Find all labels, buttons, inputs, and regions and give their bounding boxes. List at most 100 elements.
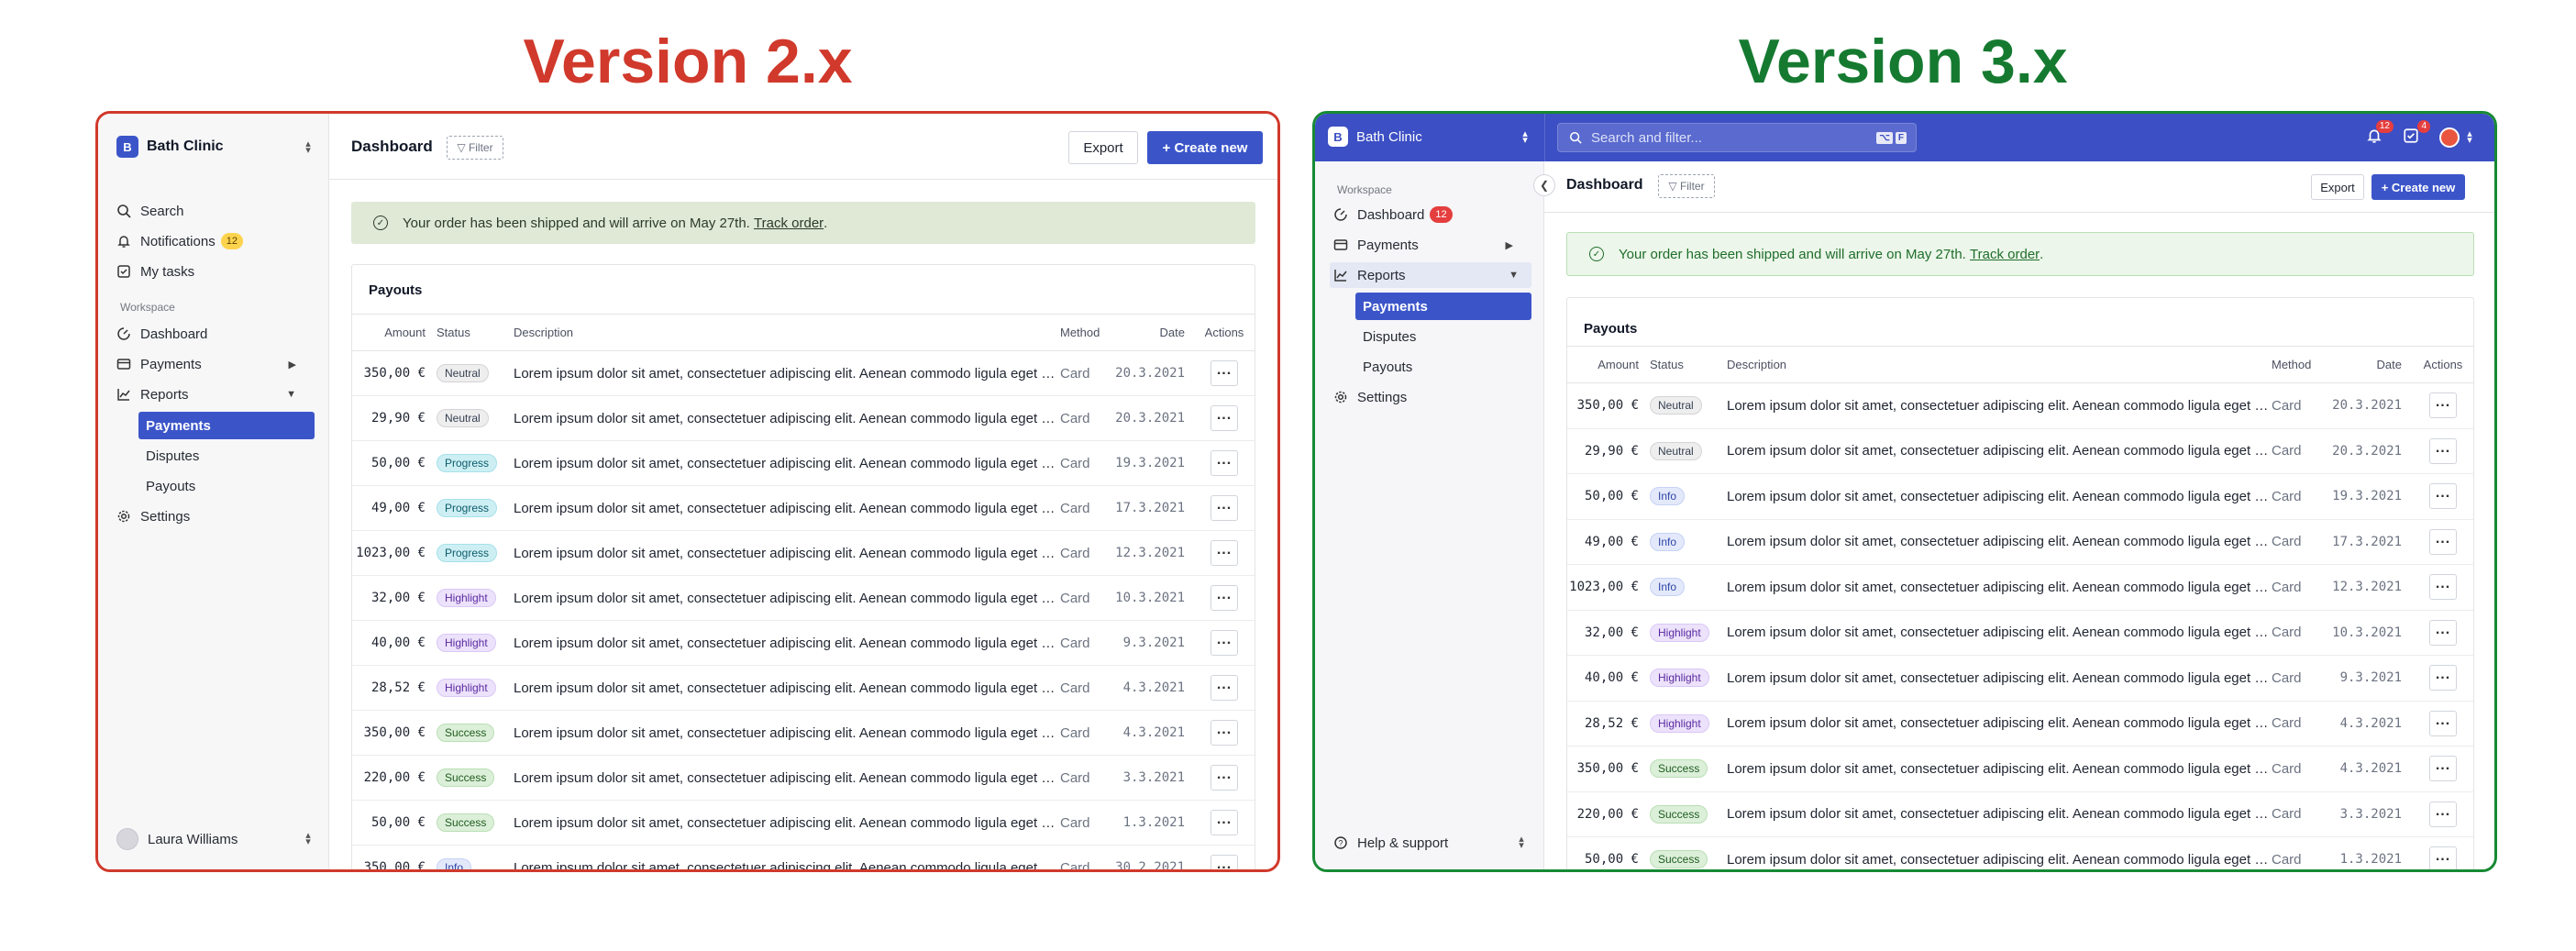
nav-notifications[interactable]: Notifications 12 [116,228,309,254]
method-cell: Card [2272,564,2327,611]
more-actions-button[interactable]: ... [2429,574,2457,601]
caret-down-icon: ▼ [286,389,296,400]
more-actions-button[interactable]: ... [2429,393,2457,419]
more-actions-button[interactable]: ... [2429,619,2457,646]
help-support-button[interactable]: ? Help & support [1333,830,1526,856]
nav-payments[interactable]: Payments ▶ [1333,232,1526,258]
nav-reports[interactable]: Reports ▼ [116,382,309,407]
tasks-button[interactable]: 4 [2401,120,2430,148]
more-actions-button[interactable]: ... [2429,437,2457,464]
more-actions-button[interactable]: ... [2429,483,2457,510]
method-cell: Card [2272,655,2327,702]
col-status[interactable]: Status [437,314,514,351]
workspace-section-label: Workspace [1337,183,1392,196]
date-cell: 19.3.2021 [2327,473,2411,520]
nav-dashboard[interactable]: Dashboard [116,321,309,347]
filter-button[interactable]: ▽ Filter [447,136,503,160]
card-title: Payouts [1584,321,1638,337]
subnav-disputes[interactable]: Disputes [1363,328,1417,345]
chevron-updown-icon[interactable]: ▴ ▾ [305,138,311,156]
more-actions-button[interactable]: ... [1211,855,1238,869]
org-switcher[interactable]: B Bath Clinic [116,136,224,158]
nav-settings[interactable]: Settings [1333,384,1526,410]
org-switcher[interactable]: B Bath Clinic [1328,127,1422,147]
nav-dashboard[interactable]: Dashboard 12 [1333,202,1526,227]
col-date[interactable]: Date [1115,314,1194,351]
actions-cell: ... [1194,665,1255,711]
sidebar-collapse-button[interactable]: ❮ [1533,174,1555,196]
more-actions-button[interactable]: ... [2429,710,2457,736]
status-badge: Progress [437,499,498,517]
chevron-updown-icon[interactable]: ▴ ▾ [2467,128,2472,146]
description-cell: Lorem ipsum dolor sit amet, consectetuer… [514,845,1060,869]
more-actions-button[interactable]: ... [1211,585,1238,611]
filter-button[interactable]: ▽ Filter [1658,174,1715,198]
more-actions-button[interactable]: ... [1211,720,1238,746]
export-button[interactable]: Export [2311,174,2364,200]
col-description[interactable]: Description [514,314,1060,351]
description-cell: Lorem ipsum dolor sit amet, consectetuer… [1727,428,2272,474]
more-actions-button[interactable]: ... [1211,495,1238,521]
more-actions-button[interactable]: ... [1211,360,1238,386]
actions-cell: ... [2411,836,2473,869]
more-actions-button[interactable]: ... [2429,846,2457,869]
subnav-disputes[interactable]: Disputes [146,448,200,464]
more-actions-button[interactable]: ... [2429,528,2457,555]
amount-cell: 49,00 € [1567,519,1650,565]
col-method[interactable]: Method [2272,346,2327,383]
nav-reports[interactable]: Reports ▼ [1330,262,1531,288]
track-order-link[interactable]: Track order [1970,246,2040,262]
export-button[interactable]: Export [1068,131,1138,164]
more-actions-button[interactable]: ... [2429,665,2457,691]
chevron-updown-icon[interactable]: ▴ ▾ [305,830,311,847]
actions-cell: ... [2411,655,2473,702]
method-cell: Card [1060,800,1115,846]
col-amount[interactable]: Amount [352,314,437,351]
more-actions-button[interactable]: ... [1211,540,1238,566]
create-new-button[interactable]: + Create new [1147,131,1263,164]
subnav-payments[interactable]: Payments [138,412,315,439]
status-badge: Highlight [1650,669,1709,688]
col-method[interactable]: Method [1060,314,1115,351]
more-actions-button[interactable]: ... [1211,405,1238,431]
status-cell: Info [1650,519,1727,565]
more-actions-button[interactable]: ... [2429,756,2457,782]
track-order-link[interactable]: Track order [754,215,824,231]
subnav-payouts[interactable]: Payouts [146,478,196,494]
more-actions-button[interactable]: ... [1211,675,1238,701]
col-amount[interactable]: Amount [1567,346,1650,383]
more-actions-button[interactable]: ... [2429,801,2457,827]
nav-search[interactable]: Search [116,198,309,224]
more-actions-button[interactable]: ... [1211,810,1238,835]
col-description[interactable]: Description [1727,346,2272,383]
status-cell: Success [1650,836,1727,869]
nav-my-tasks[interactable]: My tasks [116,259,309,284]
subnav-payouts[interactable]: Payouts [1363,359,1413,375]
user-menu[interactable]: Laura Williams [116,828,238,850]
notification-bell-button[interactable]: 12 [2364,120,2394,148]
search-input[interactable]: Search and filter... ⌥ F [1557,123,1917,152]
method-cell: Card [2272,610,2327,656]
table-row: 32,00 € Highlight Lorem ipsum dolor sit am… [1567,610,2473,656]
ellipsis-icon: ... [2435,530,2451,547]
nav-payments[interactable]: Payments ▶ [116,351,309,377]
chevron-updown-icon[interactable]: ▴ ▾ [1519,834,1524,851]
nav-settings[interactable]: Settings [116,503,309,529]
sidebar: B Bath Clinic ▴ ▾ Search Notifications 12… [98,114,329,869]
col-status[interactable]: Status [1650,346,1727,383]
create-new-button[interactable]: + Create new [2371,174,2465,200]
method-cell: Card [1060,665,1115,711]
table-row: 29,90 € Neutral Lorem ipsum dolor sit amet… [352,395,1255,441]
avatar[interactable] [2439,127,2460,148]
subnav-payments[interactable]: Payments [1355,293,1531,320]
more-actions-button[interactable]: ... [1211,630,1238,656]
date-cell: 4.3.2021 [1115,710,1194,756]
method-cell: Card [1060,755,1115,801]
line-chart-icon [1333,268,1348,282]
more-actions-button[interactable]: ... [1211,765,1238,791]
more-actions-button[interactable]: ... [1211,450,1238,476]
col-date[interactable]: Date [2327,346,2411,383]
chevron-updown-icon[interactable]: ▴ ▾ [1522,128,1528,146]
method-cell: Card [2272,836,2327,869]
actions-cell: ... [2411,791,2473,837]
